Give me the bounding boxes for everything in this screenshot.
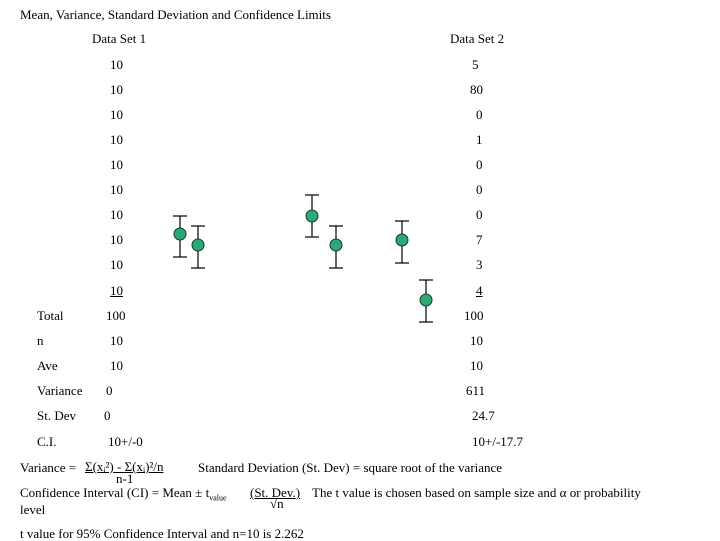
set1-value: 10: [110, 283, 123, 298]
variance-label: Variance: [37, 383, 83, 398]
set1-total: 100: [106, 308, 126, 323]
variance-formula-lhs: Variance =: [20, 460, 77, 475]
data-point: [329, 238, 343, 252]
ci-formula-subscript: value: [209, 493, 227, 503]
set1-value: 10: [110, 257, 123, 272]
total-label: Total: [37, 308, 64, 323]
variance-formula-denominator: n-1: [116, 471, 134, 486]
set1-header: Data Set 1: [92, 31, 147, 46]
set2-value: 5: [472, 57, 479, 72]
t-value-note: t value for 95% Confidence Interval and …: [20, 526, 304, 541]
set2-value: 4: [476, 283, 483, 298]
stdev-formula: Standard Deviation (St. Dev) = square ro…: [198, 460, 503, 475]
stdev-label: St. Dev: [37, 408, 76, 423]
set2-header: Data Set 2: [450, 31, 505, 46]
ci-formula-denominator: √n: [270, 496, 284, 511]
set1-n: 10: [110, 333, 123, 348]
set2-value: 1: [476, 132, 483, 147]
set2-value: 0: [476, 207, 483, 222]
set1-value: 10: [110, 57, 123, 72]
ave-label: Ave: [37, 358, 58, 373]
set1-ave: 10: [110, 358, 123, 373]
set2-value: 80: [470, 82, 483, 97]
set2-value: 0: [476, 182, 483, 197]
set2-stdev: 24.7: [472, 408, 495, 423]
data-point: [305, 209, 319, 223]
set2-total: 100: [464, 308, 484, 323]
data-point: [395, 233, 409, 247]
set1-value: 10: [110, 232, 123, 247]
data-point: [173, 227, 187, 241]
set2-value: 0: [476, 107, 483, 122]
set2-value: 7: [476, 232, 483, 247]
ci-formula-numerator: (St. Dev.): [250, 485, 301, 500]
set1-value: 10: [110, 82, 123, 97]
variance-formula-numerator: Σ(xᵢ²) - Σ(xᵢ)²/n: [85, 459, 164, 474]
set1-value: 10: [110, 207, 123, 222]
ci-formula-text: Confidence Interval (CI) = Mean ± t: [20, 485, 210, 500]
ci-note-continued: level: [20, 502, 46, 517]
data-point: [191, 238, 205, 252]
set1-value: 10: [110, 182, 123, 197]
set2-variance: 611: [466, 383, 486, 398]
set1-variance: 0: [106, 383, 113, 398]
ci-label: C.I.: [37, 434, 57, 449]
set2-ci: 10+/-17.7: [472, 434, 524, 449]
set2-value: 3: [476, 257, 483, 272]
set1-ci: 10+/-0: [108, 434, 143, 449]
set1-value: 10: [110, 107, 123, 122]
set2-value: 0: [476, 157, 483, 172]
ci-formula-lhs: Confidence Interval (CI) = Mean ± tvalue: [20, 486, 227, 503]
set1-value: 10: [110, 132, 123, 147]
ci-note: The t value is chosen based on sample si…: [312, 485, 641, 500]
set1-value: 10: [110, 157, 123, 172]
set1-stdev: 0: [104, 408, 111, 423]
set2-n: 10: [470, 333, 483, 348]
n-label: n: [37, 333, 44, 348]
data-point: [419, 293, 433, 307]
set2-ave: 10: [470, 358, 483, 373]
page-title: Mean, Variance, Standard Deviation and C…: [20, 7, 331, 22]
